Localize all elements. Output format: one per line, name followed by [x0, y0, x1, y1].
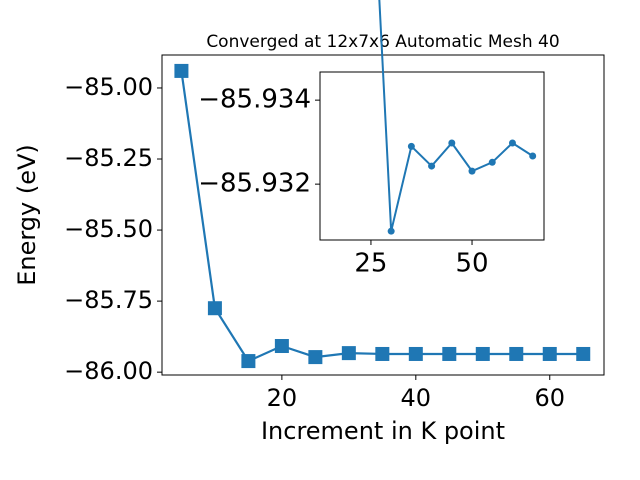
y-tick-label: −86.00 — [64, 357, 153, 385]
marker — [509, 346, 524, 361]
marker — [468, 167, 476, 175]
x-tick-label: 50 — [455, 249, 488, 279]
marker — [407, 142, 415, 150]
y-tick-label: −85.50 — [64, 215, 153, 243]
series — [378, 0, 537, 235]
marker — [488, 158, 496, 166]
x-axis-label: Increment in K point — [261, 417, 505, 445]
marker — [442, 346, 457, 361]
y-tick-label: −85.00 — [64, 73, 153, 101]
marker — [308, 350, 323, 365]
x-tick-label: 20 — [267, 384, 298, 412]
y-tick-label: −85.934 — [198, 85, 311, 115]
y-tick-label: −85.75 — [64, 286, 153, 314]
marker — [274, 339, 289, 354]
marker — [174, 63, 189, 78]
y-axis-label: Energy (eV) — [13, 144, 41, 286]
marker — [341, 346, 356, 361]
y-tick-label: −85.25 — [64, 144, 153, 172]
x-tick-label: 40 — [401, 384, 432, 412]
marker — [387, 227, 395, 235]
x-tick-label: 25 — [354, 249, 387, 279]
marker — [241, 354, 256, 369]
chart-title: Converged at 12x7x6 Automatic Mesh 40 — [206, 32, 559, 52]
series — [174, 63, 591, 369]
marker — [542, 346, 557, 361]
marker — [475, 346, 490, 361]
marker — [576, 346, 591, 361]
marker — [508, 139, 516, 147]
x-tick-label: 60 — [534, 384, 565, 412]
y-tick-label: −85.932 — [198, 169, 311, 199]
marker — [375, 346, 390, 361]
marker — [428, 162, 436, 170]
marker — [448, 139, 456, 147]
plot-area — [319, 71, 545, 241]
marker — [408, 346, 423, 361]
marker — [529, 152, 537, 160]
marker — [207, 301, 222, 316]
